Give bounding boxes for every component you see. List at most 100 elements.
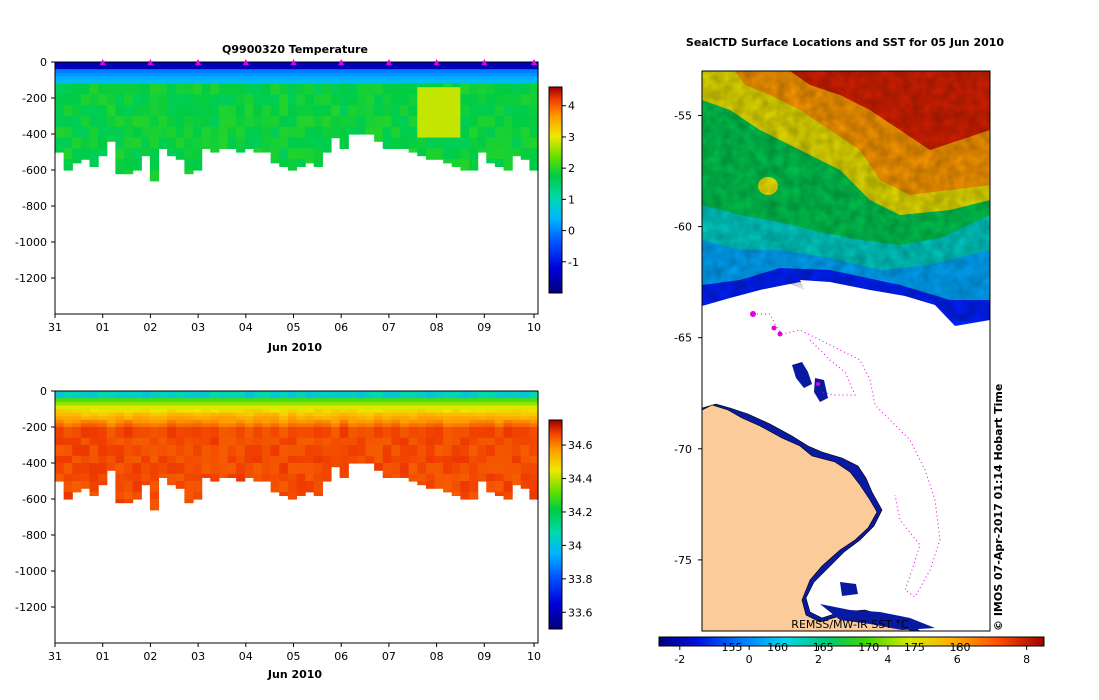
profile-cell (175, 391, 185, 396)
profile-cell (477, 409, 487, 414)
profile-cell (374, 72, 384, 77)
profile-cell (72, 76, 82, 81)
profile-cell (486, 119, 496, 124)
profile-cell (313, 126, 323, 131)
profile-cell (425, 116, 436, 121)
profile-cell (305, 155, 315, 160)
profile-cell (348, 391, 358, 396)
profile-cell (503, 72, 513, 77)
profile-cell (529, 155, 539, 160)
profile-cell (55, 423, 65, 428)
profile-cell (218, 141, 229, 146)
profile-cell (425, 463, 436, 468)
profile-cell (460, 65, 470, 70)
profile-cell (236, 437, 246, 442)
profile-cell (313, 434, 323, 439)
profile-cell (106, 98, 116, 103)
profile-cell (175, 148, 185, 153)
profile-cell (503, 90, 513, 95)
profile-cell (339, 83, 349, 88)
profile-cell (279, 101, 289, 106)
profile-cell (279, 466, 289, 471)
profile-cell (201, 87, 211, 92)
sst-colorbar-tick-label: 2 (815, 653, 822, 666)
profile-cell (486, 423, 496, 428)
profile-cell (244, 116, 254, 121)
profile-cell (322, 412, 332, 417)
profile-cell (296, 459, 306, 464)
profile-cell (89, 405, 99, 410)
profile-cell (382, 398, 392, 403)
profile-cell (296, 470, 306, 475)
profile-cell (141, 398, 151, 403)
profile-cell (244, 398, 254, 403)
salinity-panel: 0-200-400-600-800-1000-1200 31 01 02 03 04 05… (15, 385, 592, 681)
profile-cell (477, 98, 487, 103)
profile-cell (365, 94, 375, 99)
profile-cell (89, 87, 99, 92)
profile-cell (158, 69, 168, 74)
profile-cell (201, 423, 211, 428)
profile-cell (149, 394, 160, 399)
profile-cell (270, 430, 280, 435)
profile-cell (494, 76, 505, 81)
profile-cell (218, 419, 229, 424)
profile-cell (106, 101, 116, 106)
profile-cell (72, 134, 82, 139)
profile-cell (244, 134, 254, 139)
profile-cell (451, 148, 461, 153)
profile-cell (132, 481, 142, 486)
profile-cell (98, 76, 108, 81)
profile-cell (287, 430, 298, 435)
profile-cell (262, 98, 272, 103)
profile-cell (313, 430, 323, 435)
profile-cell (477, 430, 487, 435)
profile-cell (296, 430, 306, 435)
profile-cell (89, 90, 99, 95)
profile-cell (262, 141, 272, 146)
profile-cell (374, 455, 384, 460)
profile-cell (339, 62, 349, 67)
profile-cell (469, 466, 479, 471)
profile-cell (494, 401, 505, 406)
profile-cell (443, 137, 453, 142)
profile-cell (443, 159, 453, 164)
profile-cell (270, 98, 280, 103)
profile-cell (106, 394, 116, 399)
profile-cell (124, 401, 134, 406)
profile-cell (348, 455, 358, 460)
profile-cell (322, 83, 332, 88)
profile-cell (520, 94, 530, 99)
profile-cell (313, 488, 323, 493)
profile-cell (339, 409, 349, 414)
profile-cell (382, 137, 392, 142)
profile-cell (124, 162, 134, 167)
profile-cell (348, 419, 358, 424)
profile-cell (218, 463, 229, 468)
profile-cell (141, 409, 151, 414)
profile-cell (356, 416, 367, 421)
profile-cell (374, 437, 384, 442)
profile-cell (149, 177, 160, 182)
profile-cell (348, 448, 358, 453)
profile-cell (348, 108, 358, 113)
profile-cell (296, 445, 306, 450)
profile-cell (227, 441, 237, 446)
profile-cell (460, 401, 470, 406)
profile-cell (72, 69, 82, 74)
profile-cell (382, 437, 392, 442)
profile-cell (356, 394, 367, 399)
profile-cell (339, 87, 349, 92)
profile-cell (391, 391, 401, 396)
profile-cell (348, 394, 358, 399)
profile-cell (417, 152, 427, 157)
profile-cell (244, 419, 254, 424)
profile-cell (520, 481, 530, 486)
profile-cell (443, 94, 453, 99)
profile-cell (132, 116, 142, 121)
profile-cell (443, 430, 453, 435)
profile-cell (356, 105, 367, 110)
profile-cell (279, 434, 289, 439)
profile-cell (63, 148, 73, 153)
profile-cell (55, 441, 65, 446)
